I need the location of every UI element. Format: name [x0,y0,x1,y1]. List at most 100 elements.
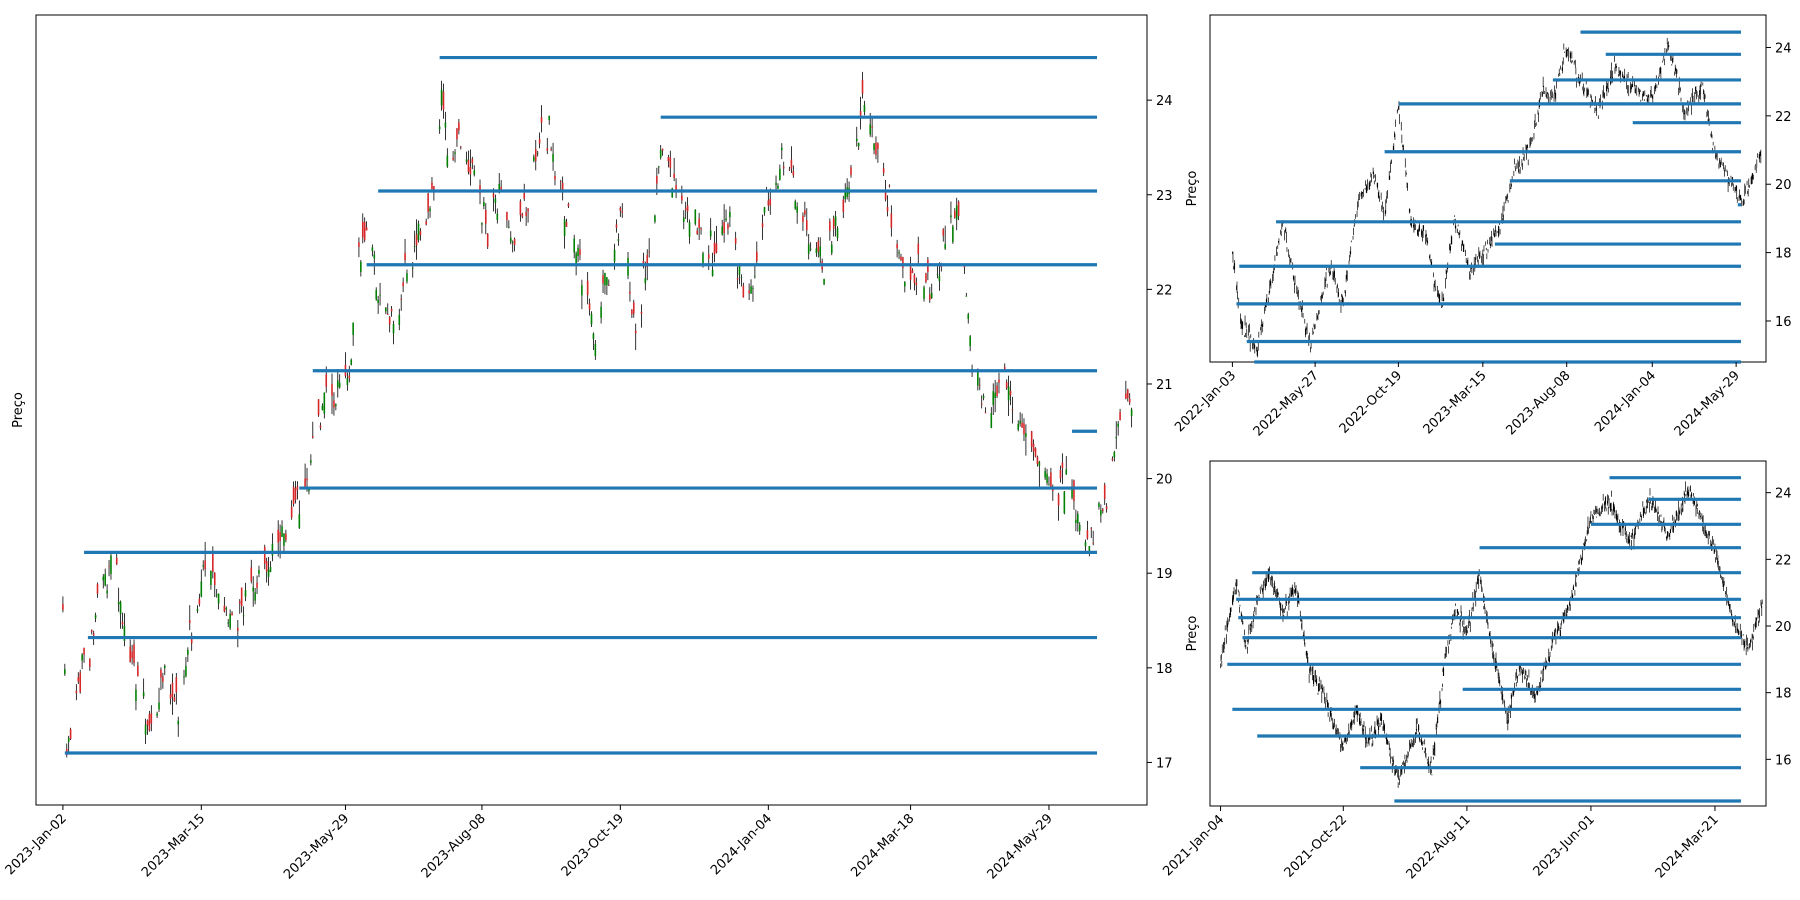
candle-body [404,252,406,261]
candle-body [465,159,468,162]
candle-body [1100,510,1102,516]
x-tick-label: 2024-Jan-04 [1592,368,1659,435]
candle-body [142,692,145,697]
candle-body [240,587,243,607]
candle-body [1023,423,1025,435]
candle-body [89,659,91,667]
candle-body [411,267,414,269]
candle-body [977,371,979,386]
candle-body [540,116,543,123]
candle-body [805,220,808,231]
candle-body [417,223,420,241]
y-tick-label: 19 [1156,567,1173,582]
candle-body [123,625,126,641]
candle-body [1032,443,1035,452]
candle-body [857,143,860,147]
candle-body [869,124,872,135]
y-tick-label: 21 [1156,378,1173,393]
bottom-right-candles [1220,481,1763,788]
candle-body [913,274,916,283]
candle-body [371,247,374,252]
candle-body [479,185,481,194]
candle-body [442,91,445,110]
candle-body [202,565,205,567]
candle-body [438,126,441,130]
candle-body [681,195,683,201]
candle-body [90,630,93,632]
candle-body [452,157,454,160]
candle-body [817,240,820,252]
candle-body [673,173,675,178]
candle-body [379,294,381,296]
candle-body [1130,409,1133,416]
candle-body [763,207,766,213]
candle-body [1046,473,1048,483]
candle-body [304,478,306,489]
candle-body [984,412,987,414]
candle-body [135,689,137,702]
candle-body [631,309,633,315]
candle-body [1077,513,1079,524]
candle-body [953,211,956,218]
candle-body [360,261,362,272]
candle-body [348,375,351,379]
candle-body [938,275,941,282]
x-tick-label: 2023-Jan-02 [3,811,70,878]
candle-body [335,404,337,407]
candle-body [546,148,549,151]
candle-body [552,153,554,162]
candle-body [788,169,791,171]
candle-body [654,215,656,222]
candle-body [187,649,189,655]
candle-body [108,565,110,567]
candle-body [888,185,891,187]
candle-body [121,621,124,625]
y-tick-label: 24 [1156,94,1173,109]
candle-body [338,382,341,388]
candle-body [1101,509,1104,512]
candle-body [292,486,295,505]
y-tick-label: 18 [1775,247,1792,262]
candle-body [619,207,622,211]
candle-body [298,514,301,529]
candle-body [440,89,443,106]
candle-body [133,644,135,663]
candle-body [1071,488,1073,498]
candle-body [875,142,877,155]
candle-body [525,211,527,217]
candle-body [331,383,333,396]
candle-body [886,207,889,212]
candle-body [963,265,966,268]
candle-body [473,170,476,175]
candle-body [588,303,591,310]
candle-body [169,694,172,699]
candle-body [386,313,389,315]
candle-body [998,379,1000,383]
candle-body [1038,461,1041,466]
x-tick-label: 2024-Jan-04 [708,811,775,878]
candle-body [188,620,191,623]
candle-body [734,238,737,244]
candle-body [573,238,576,253]
candle-body [742,285,745,298]
candle-body [911,270,914,274]
candle-body [1050,472,1052,489]
candle-body [830,244,833,254]
candle-body [667,157,670,162]
candle-body [1126,389,1129,399]
candle-body [721,226,724,235]
candle-body [955,205,958,220]
bottom-right-candlestick-chart: 16 18 20 22 24 2021-Jan-04 2021-Oct-22 2022-Aug… [1160,460,1792,882]
candle-body [163,665,166,669]
candle-body [269,566,272,573]
candle-body [419,230,422,236]
candle-body [727,224,729,229]
candle-body [809,248,812,250]
candle-body [492,193,495,198]
candle-body [75,690,78,694]
candle-body [377,299,379,304]
candle-body [1105,506,1108,509]
candle-body [794,201,797,209]
x-tick-label: 2024-May-29 [985,811,1056,882]
